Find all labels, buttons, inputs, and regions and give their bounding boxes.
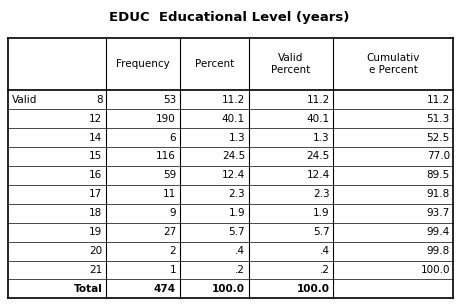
Text: .4: .4 [319,246,330,256]
Text: EDUC  Educational Level (years): EDUC Educational Level (years) [109,11,350,24]
Text: Total: Total [73,284,102,294]
Text: 11.2: 11.2 [222,95,245,105]
Text: 21: 21 [90,265,102,275]
Text: 15: 15 [90,151,102,162]
Text: 51.3: 51.3 [426,114,450,124]
Text: 1.9: 1.9 [229,208,245,218]
Text: 11.2: 11.2 [306,95,330,105]
Text: Cumulativ
e Percent: Cumulativ e Percent [367,54,420,75]
Text: 100.0: 100.0 [420,265,450,275]
Text: 24.5: 24.5 [306,151,330,162]
Text: .4: .4 [235,246,245,256]
Text: 24.5: 24.5 [222,151,245,162]
Text: 27: 27 [163,227,176,237]
Text: 77.0: 77.0 [427,151,450,162]
Text: 40.1: 40.1 [307,114,330,124]
Text: 89.5: 89.5 [426,170,450,181]
Text: 93.7: 93.7 [426,208,450,218]
Text: 52.5: 52.5 [426,132,450,143]
Text: Frequency: Frequency [116,59,170,69]
Text: 19: 19 [90,227,102,237]
Text: 1.3: 1.3 [313,132,330,143]
Text: 1.9: 1.9 [313,208,330,218]
Text: 53: 53 [163,95,176,105]
Text: 190: 190 [156,114,176,124]
Text: 2: 2 [169,246,176,256]
Text: 40.1: 40.1 [222,114,245,124]
Text: 12.4: 12.4 [222,170,245,181]
Text: 17: 17 [90,189,102,199]
Text: 12: 12 [90,114,102,124]
Text: 12.4: 12.4 [306,170,330,181]
Text: 11.2: 11.2 [426,95,450,105]
Text: 5.7: 5.7 [229,227,245,237]
Text: Percent: Percent [195,59,234,69]
Text: .2: .2 [235,265,245,275]
Text: 474: 474 [154,284,176,294]
Text: 9: 9 [169,208,176,218]
Text: 99.4: 99.4 [426,227,450,237]
Text: 2.3: 2.3 [313,189,330,199]
Text: 16: 16 [90,170,102,181]
Text: 20: 20 [90,246,102,256]
Text: 1: 1 [169,265,176,275]
Text: 100.0: 100.0 [297,284,330,294]
Text: 2.3: 2.3 [229,189,245,199]
Text: 5.7: 5.7 [313,227,330,237]
Text: 11: 11 [163,189,176,199]
Text: Valid
Percent: Valid Percent [271,54,311,75]
Text: 18: 18 [90,208,102,218]
Text: .2: .2 [319,265,330,275]
Text: Valid: Valid [12,95,37,105]
Text: 6: 6 [169,132,176,143]
Text: 14: 14 [90,132,102,143]
Text: 116: 116 [156,151,176,162]
Text: 99.8: 99.8 [426,246,450,256]
Text: 100.0: 100.0 [212,284,245,294]
Text: 1.3: 1.3 [229,132,245,143]
Text: 91.8: 91.8 [426,189,450,199]
Text: 8: 8 [96,95,102,105]
Text: 59: 59 [163,170,176,181]
